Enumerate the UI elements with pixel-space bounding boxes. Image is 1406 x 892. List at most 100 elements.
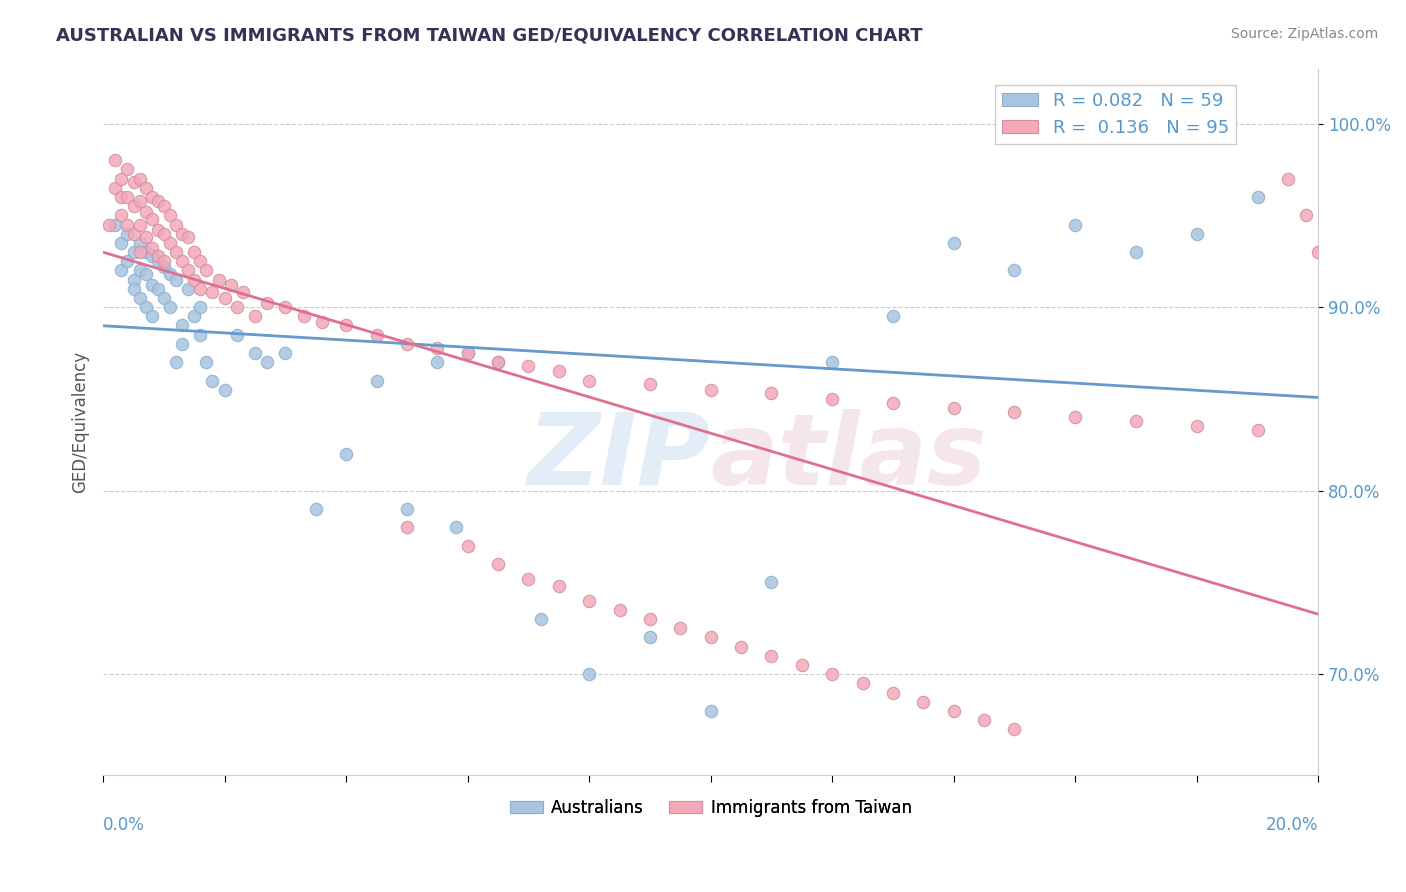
Point: [274, 346, 297, 360]
Point: [117, 227, 139, 241]
Point: [1246, 423, 1268, 437]
Text: atlas: atlas: [710, 409, 987, 506]
Point: [699, 631, 721, 645]
Text: ZIP: ZIP: [527, 409, 710, 506]
Point: [243, 310, 266, 324]
Point: [426, 341, 449, 355]
Point: [104, 153, 127, 168]
Point: [135, 267, 157, 281]
Point: [153, 199, 176, 213]
Point: [122, 175, 145, 189]
Point: [517, 572, 540, 586]
Point: [486, 355, 509, 369]
Point: [669, 621, 692, 635]
Point: [761, 648, 783, 663]
Point: [1125, 245, 1147, 260]
Point: [1004, 263, 1026, 277]
Point: [128, 218, 150, 232]
Point: [110, 263, 132, 277]
Y-axis label: GED/Equivalency: GED/Equivalency: [72, 351, 89, 493]
Point: [128, 291, 150, 305]
Point: [395, 502, 418, 516]
Point: [110, 235, 132, 250]
Point: [311, 315, 333, 329]
Point: [638, 631, 661, 645]
Point: [153, 291, 176, 305]
Point: [1185, 227, 1208, 241]
Point: [141, 310, 163, 324]
Point: [177, 263, 200, 277]
Point: [912, 695, 935, 709]
Point: [761, 386, 783, 401]
Point: [122, 227, 145, 241]
Point: [821, 355, 844, 369]
Point: [609, 603, 631, 617]
Point: [141, 212, 163, 227]
Point: [172, 254, 194, 268]
Point: [135, 181, 157, 195]
Text: 0.0%: 0.0%: [103, 815, 145, 833]
Text: AUSTRALIAN VS IMMIGRANTS FROM TAIWAN GED/EQUIVALENCY CORRELATION CHART: AUSTRALIAN VS IMMIGRANTS FROM TAIWAN GED…: [56, 27, 922, 45]
Point: [1064, 218, 1087, 232]
Point: [225, 300, 247, 314]
Point: [122, 245, 145, 260]
Point: [529, 612, 551, 626]
Point: [292, 310, 315, 324]
Point: [153, 260, 176, 274]
Point: [110, 171, 132, 186]
Point: [188, 282, 211, 296]
Point: [942, 704, 965, 718]
Point: [882, 310, 904, 324]
Point: [274, 300, 297, 314]
Point: [225, 327, 247, 342]
Point: [98, 218, 121, 232]
Point: [110, 190, 132, 204]
Point: [141, 190, 163, 204]
Point: [547, 579, 569, 593]
Legend: Australians, Immigrants from Taiwan: Australians, Immigrants from Taiwan: [503, 792, 918, 823]
Point: [128, 263, 150, 277]
Point: [486, 557, 509, 571]
Point: [517, 359, 540, 373]
Point: [973, 713, 995, 727]
Point: [395, 520, 418, 534]
Point: [146, 282, 169, 296]
Point: [1185, 419, 1208, 434]
Point: [232, 285, 254, 300]
Point: [183, 245, 205, 260]
Point: [146, 254, 169, 268]
Point: [1004, 405, 1026, 419]
Point: [165, 218, 187, 232]
Point: [305, 502, 328, 516]
Point: [117, 162, 139, 177]
Point: [201, 285, 224, 300]
Point: [790, 658, 813, 673]
Point: [146, 249, 169, 263]
Point: [730, 640, 752, 654]
Point: [426, 355, 449, 369]
Point: [335, 447, 357, 461]
Text: 20.0%: 20.0%: [1265, 815, 1319, 833]
Point: [135, 204, 157, 219]
Point: [146, 223, 169, 237]
Point: [128, 245, 150, 260]
Point: [444, 520, 467, 534]
Point: [457, 539, 479, 553]
Point: [638, 612, 661, 626]
Point: [214, 291, 236, 305]
Point: [135, 245, 157, 260]
Point: [1004, 723, 1026, 737]
Point: [852, 676, 875, 690]
Point: [1125, 414, 1147, 428]
Point: [821, 392, 844, 406]
Point: [761, 575, 783, 590]
Point: [159, 267, 181, 281]
Point: [201, 374, 224, 388]
Point: [177, 230, 200, 244]
Point: [882, 395, 904, 409]
Point: [117, 218, 139, 232]
Text: Source: ZipAtlas.com: Source: ZipAtlas.com: [1230, 27, 1378, 41]
Point: [172, 318, 194, 333]
Point: [335, 318, 357, 333]
Point: [135, 230, 157, 244]
